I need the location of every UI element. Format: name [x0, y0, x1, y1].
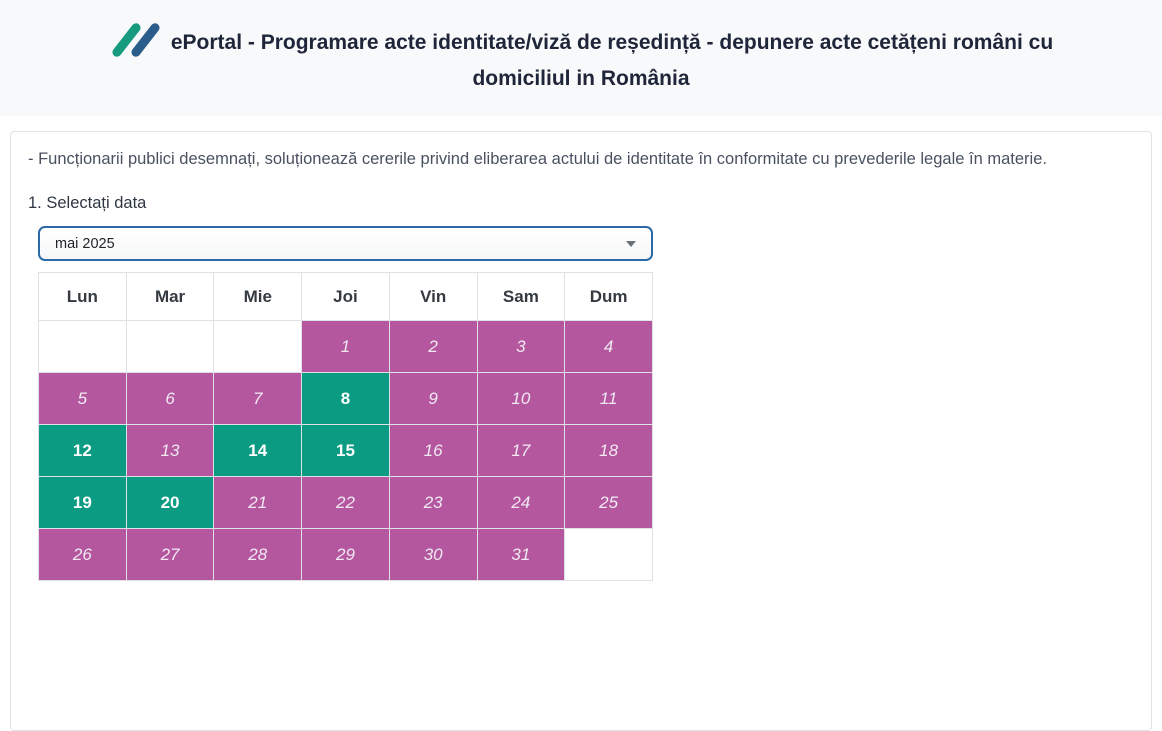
calendar-week-row: 5 6 7 8 9 10 11 — [38, 372, 653, 425]
calendar-day-unavailable: 27 — [125, 528, 215, 581]
calendar-day-unavailable: 16 — [388, 424, 478, 477]
calendar-day-unavailable: 31 — [476, 528, 566, 581]
calendar-day-unavailable: 28 — [213, 528, 303, 581]
calendar-day-unavailable: 13 — [125, 424, 215, 477]
step-label-select-date: 1. Selectați data — [28, 194, 147, 212]
calendar-day-available[interactable]: 8 — [301, 372, 390, 425]
calendar-week-row: 26 27 28 29 30 31 — [38, 528, 653, 581]
calendar-day-unavailable: 30 — [388, 528, 478, 581]
weekday-header: Sam — [476, 272, 566, 321]
calendar-day-unavailable: 10 — [476, 372, 566, 425]
calendar-day-available[interactable]: 20 — [125, 476, 215, 529]
calendar-day-unavailable: 21 — [213, 476, 303, 529]
weekday-header: Lun — [38, 272, 127, 321]
calendar-table: Lun Mar Mie Joi Vin Sam Dum 1 2 3 4 5 6 7 8 9 10 11 12 13 1… — [38, 272, 653, 581]
calendar-day-available[interactable]: 14 — [213, 424, 303, 477]
calendar-day-unavailable: 17 — [476, 424, 566, 477]
calendar-empty-cell — [213, 320, 303, 373]
calendar-day-unavailable: 3 — [476, 320, 566, 373]
eportal-double-slash-logo-icon — [109, 18, 167, 62]
calendar-day-unavailable: 18 — [564, 424, 653, 477]
calendar-day-unavailable: 26 — [38, 528, 127, 581]
calendar-day-unavailable: 6 — [125, 372, 215, 425]
weekday-header: Vin — [388, 272, 478, 321]
content-panel: - Funcționarii publici desemnați, soluți… — [10, 131, 1152, 731]
calendar-day-unavailable: 9 — [388, 372, 478, 425]
calendar-day-unavailable: 23 — [388, 476, 478, 529]
calendar-day-unavailable: 1 — [301, 320, 390, 373]
calendar-empty-cell — [38, 320, 127, 373]
calendar-weekday-row: Lun Mar Mie Joi Vin Sam Dum — [38, 272, 653, 321]
calendar-day-unavailable: 24 — [476, 476, 566, 529]
calendar-day-unavailable: 22 — [301, 476, 390, 529]
weekday-header: Mie — [213, 272, 303, 321]
calendar-day-available[interactable]: 15 — [301, 424, 390, 477]
calendar-body: 1 2 3 4 5 6 7 8 9 10 11 12 13 14 15 16 17 18 19 20 21 22 23 24 2… — [38, 320, 653, 581]
calendar-day-unavailable: 11 — [564, 372, 653, 425]
calendar-day-unavailable: 7 — [213, 372, 303, 425]
weekday-header: Joi — [301, 272, 390, 321]
page-header: ePortal - Programare acte identitate/viz… — [0, 0, 1162, 116]
calendar-day-unavailable: 5 — [38, 372, 127, 425]
calendar-empty-cell — [125, 320, 215, 373]
month-select-value: mai 2025 — [55, 235, 115, 252]
calendar-week-row: 19 20 21 22 23 24 25 — [38, 476, 653, 529]
calendar-day-available[interactable]: 19 — [38, 476, 127, 529]
calendar-day-unavailable: 29 — [301, 528, 390, 581]
weekday-header: Dum — [564, 272, 653, 321]
intro-text: - Funcționarii publici desemnați, soluți… — [28, 150, 1047, 168]
calendar-day-available[interactable]: 12 — [38, 424, 127, 477]
month-select[interactable]: mai 2025 — [38, 226, 653, 261]
calendar-day-unavailable: 4 — [564, 320, 653, 373]
calendar-day-unavailable: 25 — [564, 476, 653, 529]
chevron-down-icon — [626, 240, 636, 247]
page-title-line1: ePortal - Programare acte identitate/viz… — [170, 31, 1054, 54]
weekday-header: Mar — [125, 272, 215, 321]
page-title: ePortal - Programare acte identitate/viz… — [20, 18, 1142, 96]
page-title-line2: domiciliul in România — [472, 67, 690, 90]
calendar-day-unavailable: 2 — [388, 320, 478, 373]
calendar-week-row: 12 13 14 15 16 17 18 — [38, 424, 653, 477]
calendar-empty-cell — [564, 528, 653, 581]
